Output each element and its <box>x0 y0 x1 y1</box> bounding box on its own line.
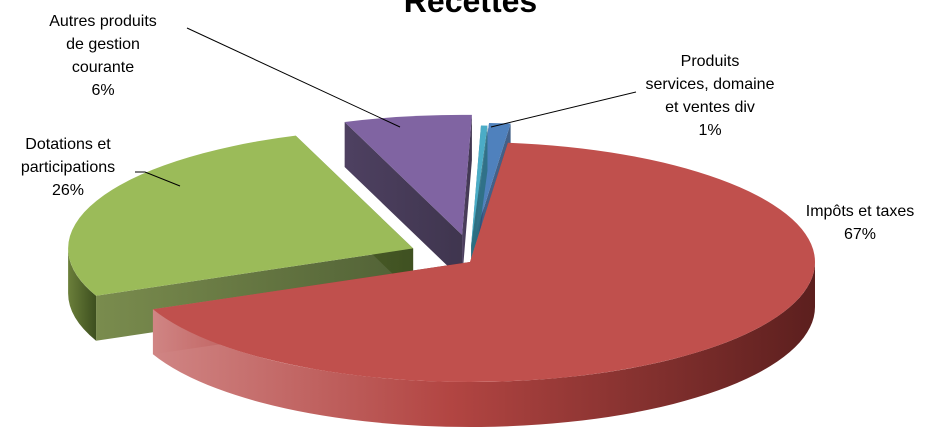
leader-line-2 <box>186 27 401 128</box>
data-label-line: Dotations et <box>25 136 111 153</box>
data-label-line: Produits <box>680 53 740 70</box>
leader-line-3 <box>490 91 637 128</box>
data-label-line: Autres produits <box>49 13 157 30</box>
data-label-line: courante <box>71 59 135 76</box>
data-label-line: de gestion <box>66 36 140 53</box>
data-label-line: 26% <box>51 182 85 199</box>
data-label-3: Produits services, domaine et ventes div 1% <box>595 50 825 142</box>
data-label-line: Impôts et taxes <box>805 203 915 220</box>
data-label-line: et ventes div <box>665 99 755 116</box>
data-label-line: participations <box>20 159 116 176</box>
data-label-line: 6% <box>91 82 115 99</box>
data-label-1: Dotations et participations 26% <box>0 133 148 202</box>
data-label-line: services, domaine <box>645 76 775 93</box>
data-label-2: Autres produits de gestion courante 6% <box>18 10 188 102</box>
pie-slice-2 <box>344 114 472 280</box>
data-label-line: 1% <box>698 122 722 139</box>
data-label-line: 67% <box>843 226 877 243</box>
chart-title: Recettes <box>403 0 538 19</box>
leader-line-1 <box>135 171 181 187</box>
pie-slice-0 <box>152 142 816 428</box>
data-label-0: Impôts et taxes 67% <box>775 200 941 246</box>
